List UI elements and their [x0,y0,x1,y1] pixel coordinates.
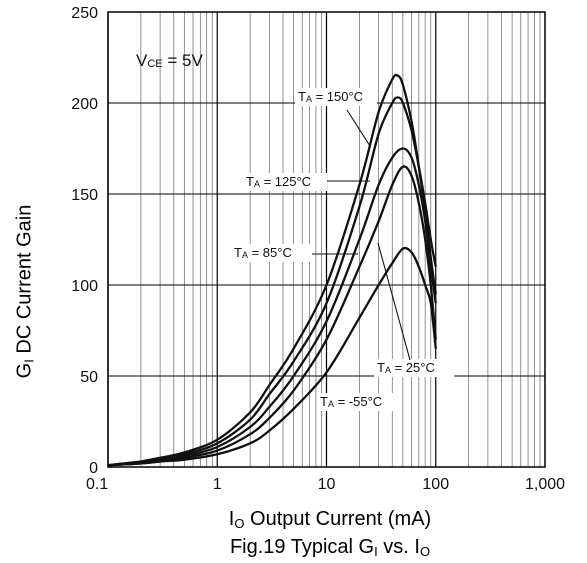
x-tick-label: 0.1 [86,476,108,493]
series-label-25c: TA = 25°C [377,360,435,375]
condition-label: VCE = 5V [136,51,203,70]
series-label-25c-bg [374,359,454,377]
x-tick-label: 100 [422,476,449,493]
series-line [107,165,437,467]
series-lines [107,73,437,467]
series-label-85c: TA = 85°C [234,245,292,260]
y-tick-label: 100 [71,278,98,295]
x-axis-label: IO Output Current (mA) [228,508,432,531]
figure-caption: Fig.19 Typical GI vs. IO [229,536,431,559]
leader-150c [346,109,371,147]
y-tick-label: 150 [71,187,98,204]
series-line [107,246,437,467]
tick-labels: 0.1 1 10 100 1,000 0 50 100 150 200 250 [71,5,565,493]
annotations: VCE = 5V TA = 150°C TA = 125°C TA = 85°C TA … [136,51,454,411]
y-tick-label: 0 [89,460,98,477]
series-label-m55c-bg [317,393,399,411]
y-tick-label: 250 [71,5,98,22]
series-label-85c-bg [231,244,311,262]
series-line [107,147,437,467]
plot-frame [107,11,546,468]
series-label-125c-bg [243,173,327,191]
x-tick-label: 10 [318,476,336,493]
leader-25c [377,242,411,361]
y-tick-label: 50 [80,369,98,386]
x-tick-label: 1 [213,476,222,493]
series-label-150c-bg [295,88,377,106]
series-label-125c: TA = 125°C [246,174,311,189]
x-tick-label: 1,000 [525,476,565,493]
series-line [107,96,437,467]
series-label-m55c: TA = -55°C [320,394,382,409]
series-label-150c: TA = 150°C [298,89,363,104]
y-axis-label: GI DC Current Gain [13,204,37,379]
y-tick-label: 200 [71,96,98,113]
